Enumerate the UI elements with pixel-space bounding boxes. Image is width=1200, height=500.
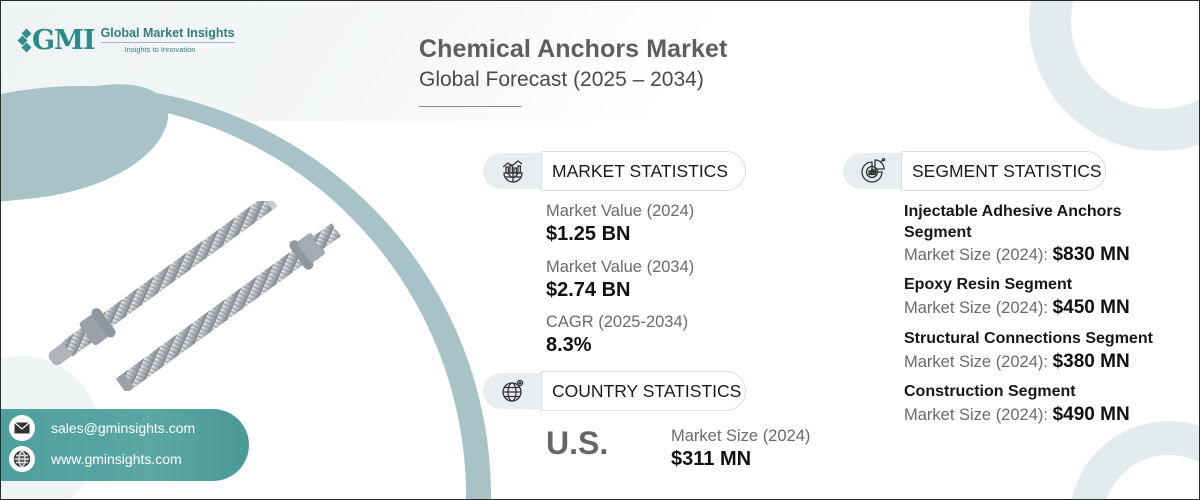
market-statistics-header: MARKET STATISTICS (483, 151, 746, 191)
segment-label: Market Size (2024): (904, 406, 1048, 424)
background-ring-top (1029, 1, 1199, 151)
logo-diamonds-icon (17, 27, 32, 53)
segment-line-injectable-adhesive-anchors: Market Size (2024): $830 MN (904, 244, 1130, 266)
chart-globe-icon (483, 153, 543, 189)
contact-website[interactable]: www.gminsights.com (9, 446, 182, 472)
segment-label: Market Size (2024): (904, 353, 1048, 371)
segment-line-structural-connections: Market Size (2024): $380 MN (904, 351, 1130, 373)
country-statistics-header: COUNTRY STATISTICS (483, 371, 746, 411)
segment-title-structural-connections: Structural Connections Segment (904, 330, 1153, 347)
segment-value: $830 MN (1052, 244, 1130, 265)
country-statistics-title: COUNTRY STATISTICS (541, 371, 746, 411)
envelope-icon (9, 415, 35, 441)
country-market-size-value: $311 MN (671, 448, 752, 470)
segment-value: $490 MN (1052, 404, 1130, 425)
segment-statistics-title: SEGMENT STATISTICS (901, 151, 1106, 191)
country-name: U.S. (546, 425, 609, 461)
segment-value: $380 MN (1052, 351, 1130, 372)
logo-initials: GMI (32, 24, 96, 56)
website-link[interactable]: www.gminsights.com (51, 451, 182, 467)
logo-mark: GMI (17, 24, 96, 56)
email-link[interactable]: sales@gminsights.com (51, 420, 196, 436)
title-divider (419, 106, 521, 107)
segment-line-construction: Market Size (2024): $490 MN (904, 404, 1130, 426)
country-market-size-label: Market Size (2024) (671, 427, 811, 445)
segment-title-epoxy-resin: Epoxy Resin Segment (904, 276, 1073, 293)
cagr-label: CAGR (2025-2034) (546, 313, 689, 331)
brand-name: Global Market Insights (100, 26, 235, 43)
page-subtitle: Global Forecast (2025 – 2034) (419, 68, 704, 91)
logo-text: Global Market Insights Insights to Innov… (100, 26, 235, 54)
segment-line-epoxy-resin: Market Size (2024): $450 MN (904, 297, 1130, 319)
globe-pin-icon (483, 373, 543, 409)
contact-email[interactable]: sales@gminsights.com (9, 415, 195, 441)
background-ring-bottom (1069, 421, 1199, 499)
pie-chart-icon (843, 153, 903, 189)
gmi-logo[interactable]: GMI Global Market Insights Insights to I… (17, 24, 235, 56)
contact-bar: sales@gminsights.com www.gminsights.com (1, 409, 249, 481)
market-value-2034: $2.74 BN (546, 279, 631, 301)
chemical-anchor-bolts-image (48, 201, 341, 391)
brand-tagline: Insights to Innovation (124, 45, 196, 54)
market-statistics-title: MARKET STATISTICS (541, 151, 746, 191)
segment-value: $450 MN (1052, 297, 1130, 318)
globe-icon (9, 446, 35, 472)
cagr-value: 8.3% (546, 334, 592, 356)
segment-title-construction: Construction Segment (904, 383, 1076, 400)
market-value-2024-label: Market Value (2024) (546, 202, 695, 220)
page-title: Chemical Anchors Market (419, 35, 728, 63)
segment-label: Market Size (2024): (904, 299, 1048, 317)
segment-statistics-header: SEGMENT STATISTICS (843, 151, 1106, 191)
segment-title-injectable-adhesive-anchors: Injectable Adhesive Anchors Segment (904, 203, 1122, 241)
market-value-2034-label: Market Value (2034) (546, 258, 695, 276)
market-value-2024: $1.25 BN (546, 223, 631, 245)
segment-label: Market Size (2024): (904, 246, 1048, 264)
